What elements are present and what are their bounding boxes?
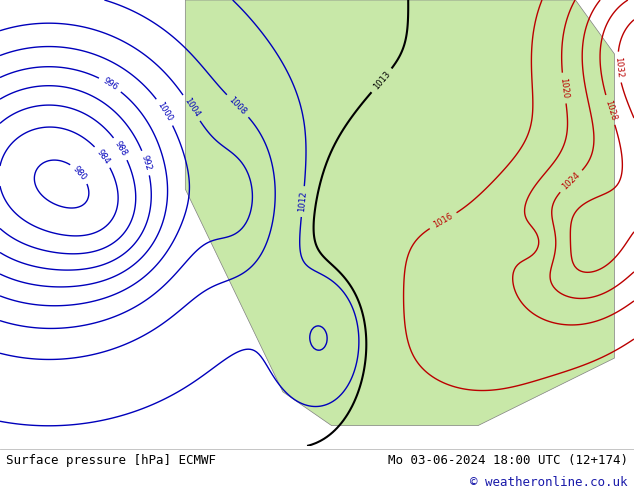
- Text: Surface pressure [hPa] ECMWF: Surface pressure [hPa] ECMWF: [6, 454, 216, 466]
- Text: 1032: 1032: [613, 56, 624, 78]
- Text: 980: 980: [72, 164, 89, 182]
- Text: 1004: 1004: [182, 97, 201, 119]
- Text: Mo 03-06-2024 18:00 UTC (12+174): Mo 03-06-2024 18:00 UTC (12+174): [387, 454, 628, 466]
- Text: 1012: 1012: [297, 191, 308, 213]
- Text: 984: 984: [94, 147, 112, 166]
- Text: 1008: 1008: [227, 95, 249, 117]
- Text: 1024: 1024: [560, 171, 582, 192]
- Text: © weatheronline.co.uk: © weatheronline.co.uk: [470, 476, 628, 489]
- Text: 1016: 1016: [432, 212, 455, 230]
- Text: 992: 992: [139, 154, 153, 172]
- Polygon shape: [185, 0, 614, 426]
- Text: 1028: 1028: [603, 98, 618, 122]
- Text: 1013: 1013: [372, 70, 392, 92]
- Text: 996: 996: [101, 76, 119, 93]
- Text: 988: 988: [113, 140, 129, 158]
- Text: 1000: 1000: [156, 100, 174, 123]
- Text: 1020: 1020: [559, 77, 570, 99]
